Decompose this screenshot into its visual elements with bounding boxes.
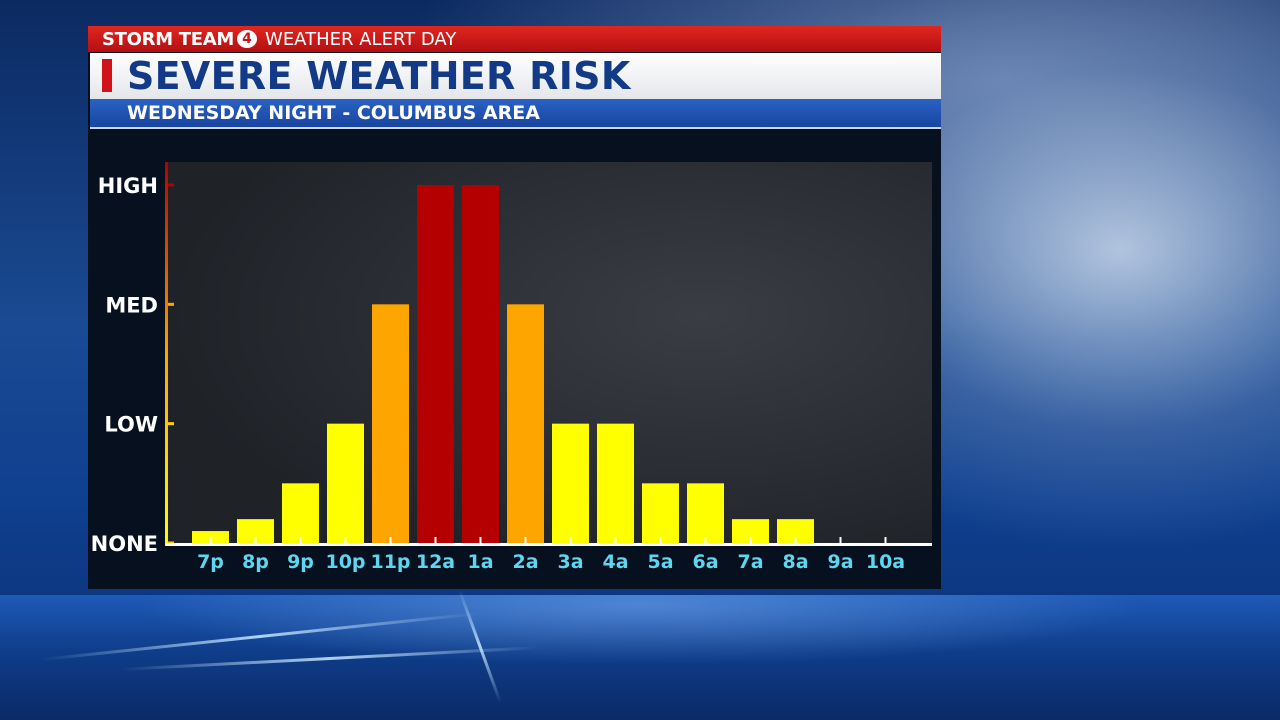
- y-level-label: LOW: [104, 413, 158, 437]
- bar-11p: [372, 304, 409, 543]
- x-tick-label: 2a: [512, 551, 538, 573]
- y-level-label: MED: [105, 293, 158, 317]
- x-tick-label: 7p: [197, 551, 224, 573]
- x-tick-label: 9p: [287, 551, 314, 573]
- x-tick-label: 5a: [647, 551, 673, 573]
- x-tick: [389, 537, 392, 543]
- subtitle-bar: WEDNESDAY NIGHT - COLUMBUS AREA: [90, 99, 941, 129]
- bar-12a: [417, 185, 454, 543]
- title-bar: SEVERE WEATHER RISK: [90, 53, 941, 99]
- x-tick: [614, 537, 617, 543]
- y-axis: [165, 162, 168, 546]
- x-tick-label: 9a: [827, 551, 853, 573]
- bar-7a: [732, 519, 769, 543]
- x-tick-label: 11p: [370, 551, 410, 573]
- y-level-label: HIGH: [98, 174, 158, 198]
- brand-name: STORM TEAM: [102, 28, 235, 50]
- x-tick-label: 3a: [557, 551, 583, 573]
- x-tick: [884, 537, 887, 543]
- x-tick-label: 10p: [325, 551, 365, 573]
- light-streak: [458, 589, 502, 704]
- x-tick: [794, 537, 797, 543]
- alert-label: WEATHER ALERT DAY: [265, 28, 457, 50]
- alert-banner: STORM TEAM 4 WEATHER ALERT DAY: [88, 26, 941, 52]
- x-tick: [749, 537, 752, 543]
- x-tick: [659, 537, 662, 543]
- x-tick: [704, 537, 707, 543]
- bar-10p: [327, 423, 364, 543]
- x-tick-label: 6a: [692, 551, 718, 573]
- x-tick: [479, 537, 482, 543]
- light-streak: [120, 646, 540, 671]
- y-tick: [168, 302, 174, 306]
- x-axis: [166, 543, 932, 546]
- channel-logo-icon: 4: [237, 30, 258, 48]
- x-tick-label: 1a: [467, 551, 493, 573]
- page-subtitle: WEDNESDAY NIGHT - COLUMBUS AREA: [127, 102, 540, 124]
- y-tick: [168, 422, 174, 426]
- x-tick-label: 7a: [737, 551, 763, 573]
- x-tick: [299, 537, 302, 543]
- x-tick: [209, 537, 212, 543]
- bar-5a: [642, 483, 679, 543]
- x-tick: [344, 537, 347, 543]
- bar-9p: [282, 483, 319, 543]
- x-tick: [434, 537, 437, 543]
- bar-1a: [462, 185, 499, 543]
- title-accent: [102, 59, 112, 92]
- x-tick: [254, 537, 257, 543]
- bar-2a: [507, 304, 544, 543]
- x-tick: [569, 537, 572, 543]
- background-stage: [0, 589, 1280, 720]
- x-tick-label: 8a: [782, 551, 808, 573]
- graphic-panel: STORM TEAM 4 WEATHER ALERT DAY SEVERE WE…: [88, 26, 941, 589]
- bar-8p: [237, 519, 274, 543]
- x-tick: [524, 537, 527, 543]
- page-title: SEVERE WEATHER RISK: [127, 54, 631, 98]
- y-level-label: NONE: [91, 532, 158, 556]
- x-tick-label: 12a: [416, 551, 455, 573]
- x-tick: [839, 537, 842, 543]
- plot-area: [166, 162, 932, 546]
- bar-8a: [777, 519, 814, 543]
- x-tick-label: 10a: [866, 551, 905, 573]
- bar-4a: [597, 423, 634, 543]
- bar-6a: [687, 483, 724, 543]
- x-tick-label: 4a: [602, 551, 628, 573]
- bar-3a: [552, 423, 589, 543]
- y-tick: [168, 183, 174, 187]
- x-tick-label: 8p: [242, 551, 269, 573]
- risk-chart: NONE LOW MED HIGH 7p 8p 9p 10p 11p 12a 1a 2a 3a 4a 5a…: [91, 162, 932, 573]
